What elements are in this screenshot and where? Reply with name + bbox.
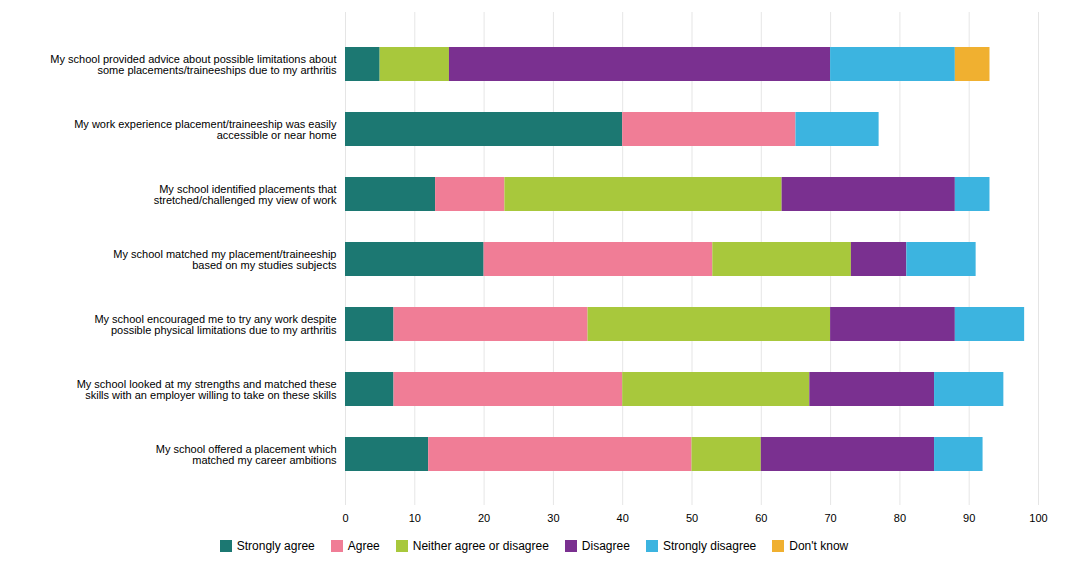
svg-text:90: 90 bbox=[963, 512, 975, 524]
svg-text:My school encouraged me to try: My school encouraged me to try any work … bbox=[94, 313, 337, 336]
svg-text:My school offered a placement: My school offered a placement whichmatch… bbox=[156, 443, 337, 466]
html-text:Agree: Agree bbox=[347, 539, 380, 553]
svg-text:100: 100 bbox=[1029, 512, 1047, 524]
html-text:Strongly agree: Strongly agree bbox=[236, 539, 315, 553]
svg-text:My work experience placement/t: My work experience placement/traineeship… bbox=[74, 118, 337, 141]
svg-text:50: 50 bbox=[686, 512, 698, 524]
html-text:Don't know: Don't know bbox=[789, 539, 849, 553]
svg-text:My school matched my placement: My school matched my placement/traineesh… bbox=[113, 248, 337, 271]
svg-text:30: 30 bbox=[547, 512, 559, 524]
html-text:Strongly disagree: Strongly disagree bbox=[662, 539, 757, 553]
svg-text:20: 20 bbox=[478, 512, 490, 524]
svg-text:0: 0 bbox=[342, 512, 348, 524]
svg-text:70: 70 bbox=[824, 512, 836, 524]
svg-text:60: 60 bbox=[755, 512, 767, 524]
svg-text:10: 10 bbox=[409, 512, 421, 524]
svg-text:My school looked at my strengt: My school looked at my strengths and mat… bbox=[77, 378, 337, 401]
svg-text:My school identified placement: My school identified placements thatstre… bbox=[154, 183, 337, 206]
html-text:Neither agree or disagree: Neither agree or disagree bbox=[412, 539, 549, 553]
svg-text:My school provided advice abou: My school provided advice about possible… bbox=[50, 53, 337, 76]
svg-text:40: 40 bbox=[617, 512, 629, 524]
svg-text:80: 80 bbox=[894, 512, 906, 524]
html-text:Disagree: Disagree bbox=[581, 539, 630, 553]
